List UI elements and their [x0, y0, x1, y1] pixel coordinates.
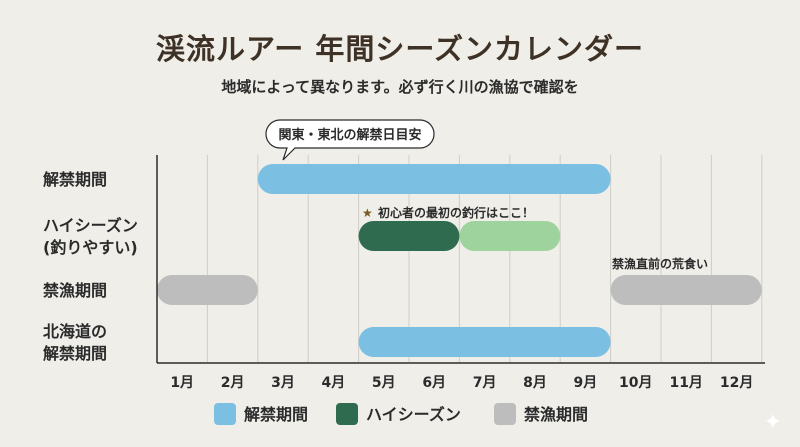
bar-closed — [157, 275, 258, 305]
legend-label: 解禁期間 — [244, 405, 308, 424]
bar-closed — [610, 275, 762, 305]
x-tick-label: 3月 — [271, 375, 295, 391]
x-tick-label: 6月 — [422, 375, 446, 391]
callout-bubble — [265, 119, 435, 161]
beginner-annotation: 初心者の最初の釣行はここ！ — [378, 205, 534, 220]
x-tick-label: 1月 — [170, 375, 194, 391]
bar-open — [358, 327, 611, 357]
bar-open — [257, 164, 611, 194]
bar-high — [358, 221, 460, 251]
x-tick-label: 2月 — [221, 375, 245, 391]
sparkle-icon: ✦ — [763, 410, 782, 435]
legend-label: ハイシーズン — [366, 405, 461, 424]
row-label: 解禁期間 — [43, 170, 107, 189]
row-label: 北海道の — [43, 322, 107, 341]
x-tick-label: 5月 — [372, 375, 396, 391]
row-label: 解禁期間 — [43, 344, 107, 363]
legend-swatch-high — [336, 403, 358, 425]
x-tick-label: 12月 — [720, 375, 753, 391]
legend-label: 禁漁期間 — [524, 405, 588, 424]
preclose-annotation: 禁漁直前の荒食い — [612, 256, 708, 271]
bar-high_light — [459, 221, 561, 251]
legend-swatch-closed — [494, 403, 516, 425]
x-tick-label: 4月 — [322, 375, 346, 391]
x-tick-label: 7月 — [473, 375, 497, 391]
page-subtitle: 地域によって異なります。必ず行く川の漁協で確認を — [221, 78, 579, 96]
x-tick-label: 9月 — [574, 375, 598, 391]
legend-swatch-open — [214, 403, 236, 425]
row-label: (釣りやすい) — [43, 238, 138, 257]
page-title: 渓流ルアー 年間シーズンカレンダー — [156, 32, 644, 66]
star-icon: ★ — [362, 206, 373, 220]
x-tick-label: 11月 — [669, 375, 702, 391]
x-tick-label: 10月 — [619, 375, 652, 391]
row-label: 禁漁期間 — [43, 281, 107, 300]
x-tick-label: 8月 — [523, 375, 547, 391]
callout-text: 関東・東北の解禁日目安 — [278, 127, 421, 143]
row-label: ハイシーズン — [43, 216, 138, 235]
